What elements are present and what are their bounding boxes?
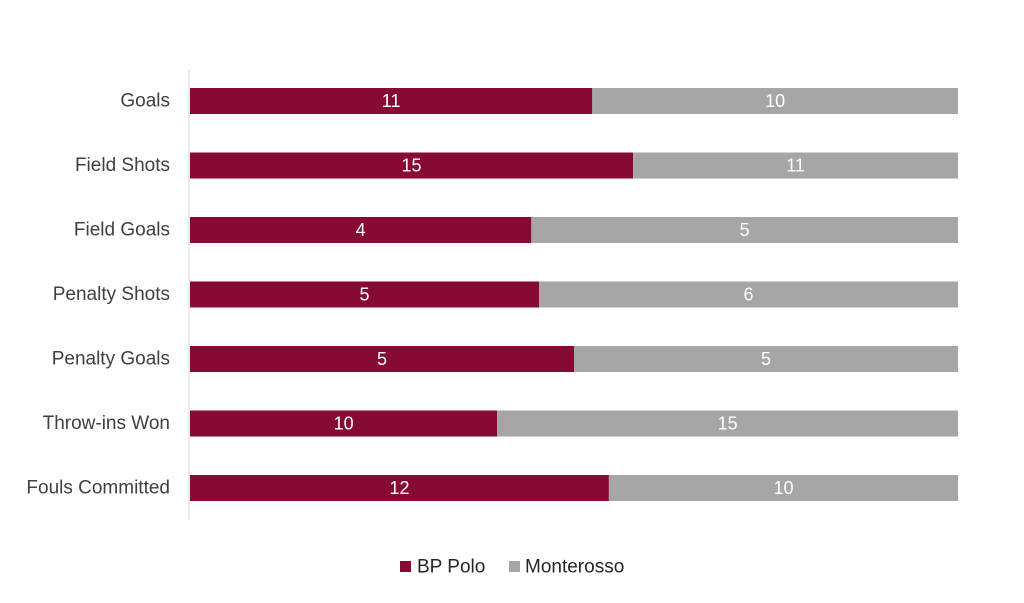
category-label-goals: Goals — [120, 91, 170, 112]
data-label-bp-polo-goals: 11 — [382, 91, 401, 111]
legend-swatch-monterosso — [509, 561, 520, 572]
bar-bp-polo-penalty-goals — [190, 346, 574, 372]
bar-monterosso-field-goals — [531, 217, 958, 243]
bar-monterosso-throw-ins-won — [497, 410, 958, 437]
bar-bp-polo-field-goals — [190, 217, 532, 243]
bar-monterosso-penalty-shots — [539, 281, 958, 308]
bars-group: 11 10 15 11 4 5 5 6 5 5 10 15 12 10 — [190, 88, 958, 501]
data-label-bp-polo-penalty-goals: 5 — [377, 349, 387, 369]
data-label-bp-polo-field-goals: 4 — [356, 220, 366, 240]
category-label-penalty-goals: Penalty Goals — [52, 349, 170, 370]
bar-monterosso-field-shots — [633, 152, 958, 179]
bar-bp-polo-field-shots — [190, 152, 634, 179]
bar-monterosso-goals — [592, 88, 958, 114]
data-label-monterosso-penalty-shots: 6 — [744, 285, 754, 305]
data-label-monterosso-fouls-committed: 10 — [773, 478, 793, 498]
legend-label-bp-polo: BP Polo — [417, 557, 485, 578]
data-label-bp-polo-throw-ins-won: 10 — [334, 414, 354, 434]
category-label-fouls-committed: Fouls Committed — [26, 478, 170, 499]
category-labels: Goals Field Shots Field Goals Penalty Shots… — [26, 91, 170, 499]
data-label-monterosso-penalty-goals: 5 — [761, 349, 771, 369]
data-label-monterosso-throw-ins-won: 15 — [718, 414, 738, 434]
category-label-field-shots: Field Shots — [75, 155, 170, 176]
data-label-monterosso-goals: 10 — [765, 91, 785, 111]
data-label-bp-polo-field-shots: 15 — [402, 156, 422, 176]
category-label-throw-ins-won: Throw-ins Won — [43, 413, 170, 434]
bar-monterosso-penalty-goals — [574, 346, 958, 372]
data-label-monterosso-field-goals: 5 — [740, 220, 750, 240]
data-label-monterosso-field-shots: 11 — [786, 156, 805, 176]
bar-monterosso-fouls-committed — [608, 475, 958, 501]
data-label-bp-polo-fouls-committed: 12 — [389, 478, 409, 498]
legend-swatch-bp-polo — [400, 561, 411, 572]
bar-bp-polo-throw-ins-won — [190, 410, 498, 437]
category-label-field-goals: Field Goals — [74, 220, 170, 241]
category-label-penalty-shots: Penalty Shots — [53, 284, 170, 305]
bar-bp-polo-penalty-shots — [190, 281, 540, 308]
bar-bp-polo-goals — [190, 88, 593, 114]
data-label-bp-polo-penalty-shots: 5 — [360, 285, 370, 305]
legend: BP Polo Monterosso — [400, 557, 624, 578]
legend-label-monterosso: Monterosso — [525, 557, 624, 578]
bar-bp-polo-fouls-committed — [190, 475, 609, 501]
